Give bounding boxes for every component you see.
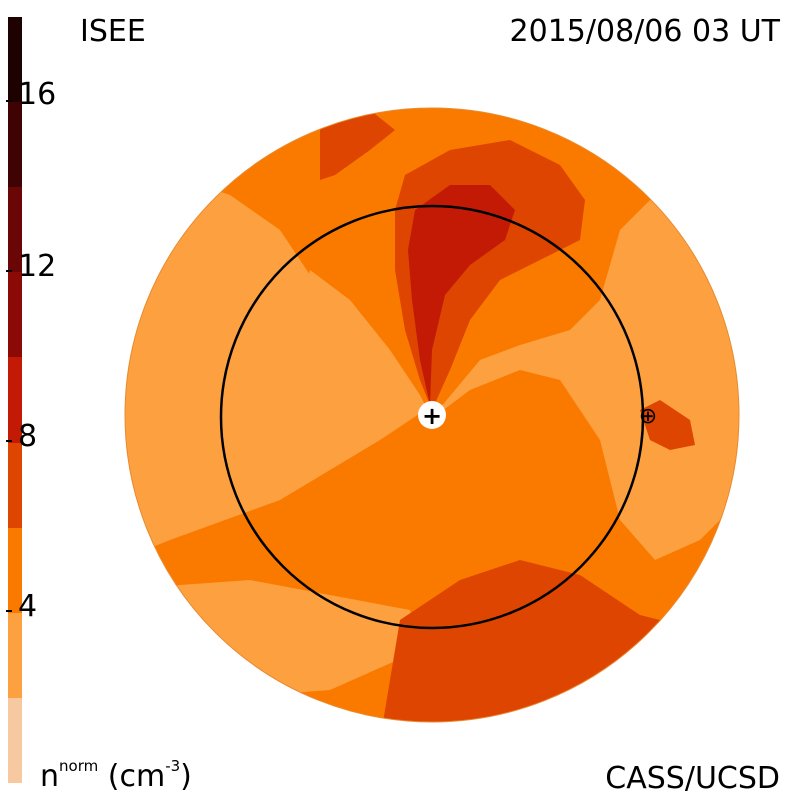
sun-disk: [418, 401, 446, 429]
sun-marker: +: [422, 402, 442, 430]
tick-mark-8: [6, 440, 12, 442]
contour-light-west: [125, 175, 425, 560]
timestamp-label: 2015/08/06 03 UT: [509, 14, 780, 49]
colorbar-unit-label: nnorm (cm-3): [40, 757, 192, 794]
colorbar-segment: [8, 357, 22, 443]
colorbar-segment: [8, 527, 22, 613]
contour-light-spiral: [300, 270, 430, 415]
contour-red-core: [408, 185, 515, 405]
tick-mark-12: [6, 270, 12, 272]
colorbar: [8, 17, 22, 783]
colorbar-segment: [8, 17, 22, 103]
colorbar-segment: [8, 272, 22, 358]
colorbar-tick-label: 16: [18, 77, 57, 112]
earth-orbit: [219, 204, 645, 630]
colorbar-tick-label: 12: [18, 249, 57, 284]
contour-light-east: [430, 200, 739, 560]
credit-label: CASS/UCSD: [605, 761, 780, 796]
contour-dark-northwest: [320, 110, 395, 180]
colorbar-tick-label: 4: [18, 589, 38, 624]
colorbar-segment: [8, 187, 22, 273]
colorbar-tick-label: 8: [18, 419, 38, 454]
colorbar-segment: [8, 102, 22, 188]
colorbar-segment: [8, 697, 22, 783]
contour-dark-earth: [640, 400, 695, 450]
instrument-label: ISEE: [80, 14, 146, 49]
colorbar-segment: [8, 442, 22, 528]
earth-marker: ⊕: [639, 404, 657, 429]
colorbar-segment: [8, 612, 22, 698]
tick-mark-4: [6, 610, 12, 612]
tick-mark-16: [6, 100, 12, 102]
map-boundary: [124, 107, 740, 723]
